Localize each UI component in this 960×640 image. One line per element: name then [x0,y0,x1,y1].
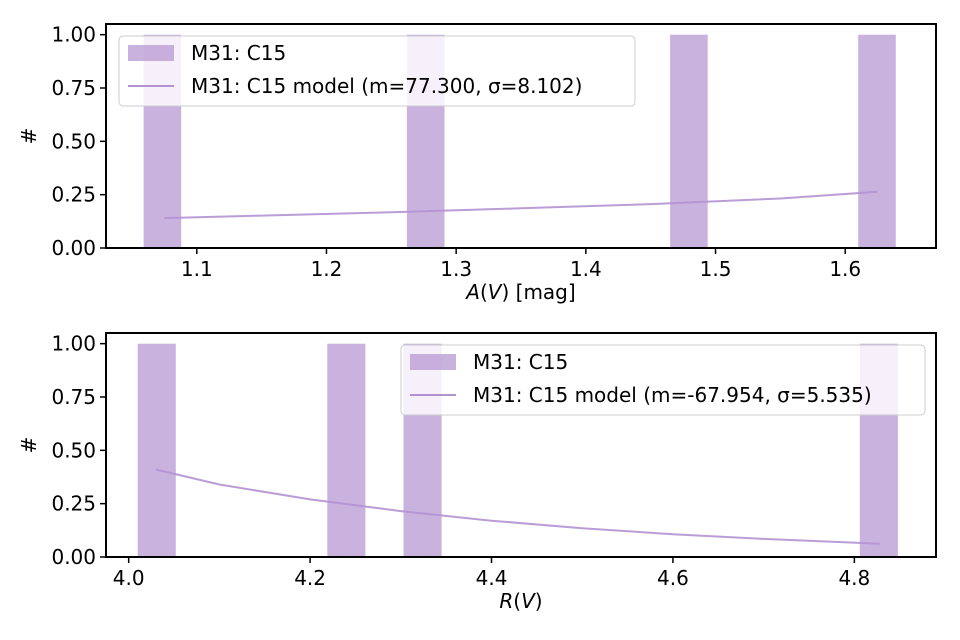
x-tick-label: 1.2 [311,257,343,281]
x-axis-label-rest: ) [535,589,543,613]
x-tick-label: 4.4 [476,566,508,590]
y-tick-label: 0.50 [51,438,96,462]
y-tick-label: 0.50 [51,129,96,153]
x-tick-label: 1.4 [570,257,602,281]
y-axis-label: # [17,437,41,454]
model-line [155,468,880,545]
x-axis-label-var2: V [488,280,503,304]
model-line [164,190,878,220]
x-axis-label-paren: ( [513,589,521,613]
x-tick-label: 1.5 [700,257,732,281]
y-tick-label: 0.00 [51,545,96,569]
x-tick-label: 1.3 [440,257,472,281]
y-axis-label: # [17,128,41,145]
legend-bar-swatch [410,354,456,370]
x-tick-label: 4.2 [294,566,326,590]
x-tick-label: 4.6 [657,566,689,590]
y-tick-label: 0.25 [51,492,96,516]
x-axis-label-var: R [499,589,513,613]
y-tick-label: 0.75 [51,385,96,409]
x-axis-label-var2: V [521,589,536,613]
legend-label: M31: C15 model (m=77.300, σ=8.102) [191,74,582,98]
x-tick-label: 1.6 [829,257,861,281]
axes-frame [105,332,937,558]
x-axis-label-rest: ) [mag] [501,280,575,304]
legend: M31: C15 M31: C15 model (m=77.300, σ=8.10… [118,35,636,107]
legend-label: M31: C15 model (m=-67.954, σ=5.535) [473,383,872,407]
y-tick-label: 1.00 [51,332,96,356]
histogram-bar [858,34,896,249]
legend-box [118,35,636,107]
histogram-bar [670,34,708,249]
axes-frame [105,23,937,249]
histogram-bar [327,343,366,557]
x-tick-label: 1.1 [181,257,213,281]
chart-panel-2: 4.0 4.2 4.4 4.6 4.8 0.00 0.25 0.50 0.75 1.00 R(V) #… [17,332,937,613]
legend-bar-swatch [128,45,174,61]
legend-label: M31: C15 [473,350,568,374]
x-axis-label-paren: ( [480,280,488,304]
chart-panel-1: 1.1 1.2 1.3 1.4 1.5 1.6 0.00 0.25 0.50 0.75 1.00 A(… [17,23,937,304]
legend-box [400,344,926,416]
x-axis-label-var: A [464,280,480,304]
y-tick-label: 0.00 [51,236,96,260]
histogram-bar [137,343,176,557]
legend-label: M31: C15 [191,41,286,65]
x-tick-label: 4.8 [838,566,870,590]
x-axis-label: R(V) [499,589,542,613]
x-tick-label: 4.0 [113,566,145,590]
y-tick-label: 1.00 [51,23,96,47]
legend: M31: C15 M31: C15 model (m=-67.954, σ=5.5… [400,344,926,416]
y-tick-label: 0.25 [51,183,96,207]
y-tick-label: 0.75 [51,76,96,100]
x-axis-label: A(V) [mag] [464,280,575,304]
